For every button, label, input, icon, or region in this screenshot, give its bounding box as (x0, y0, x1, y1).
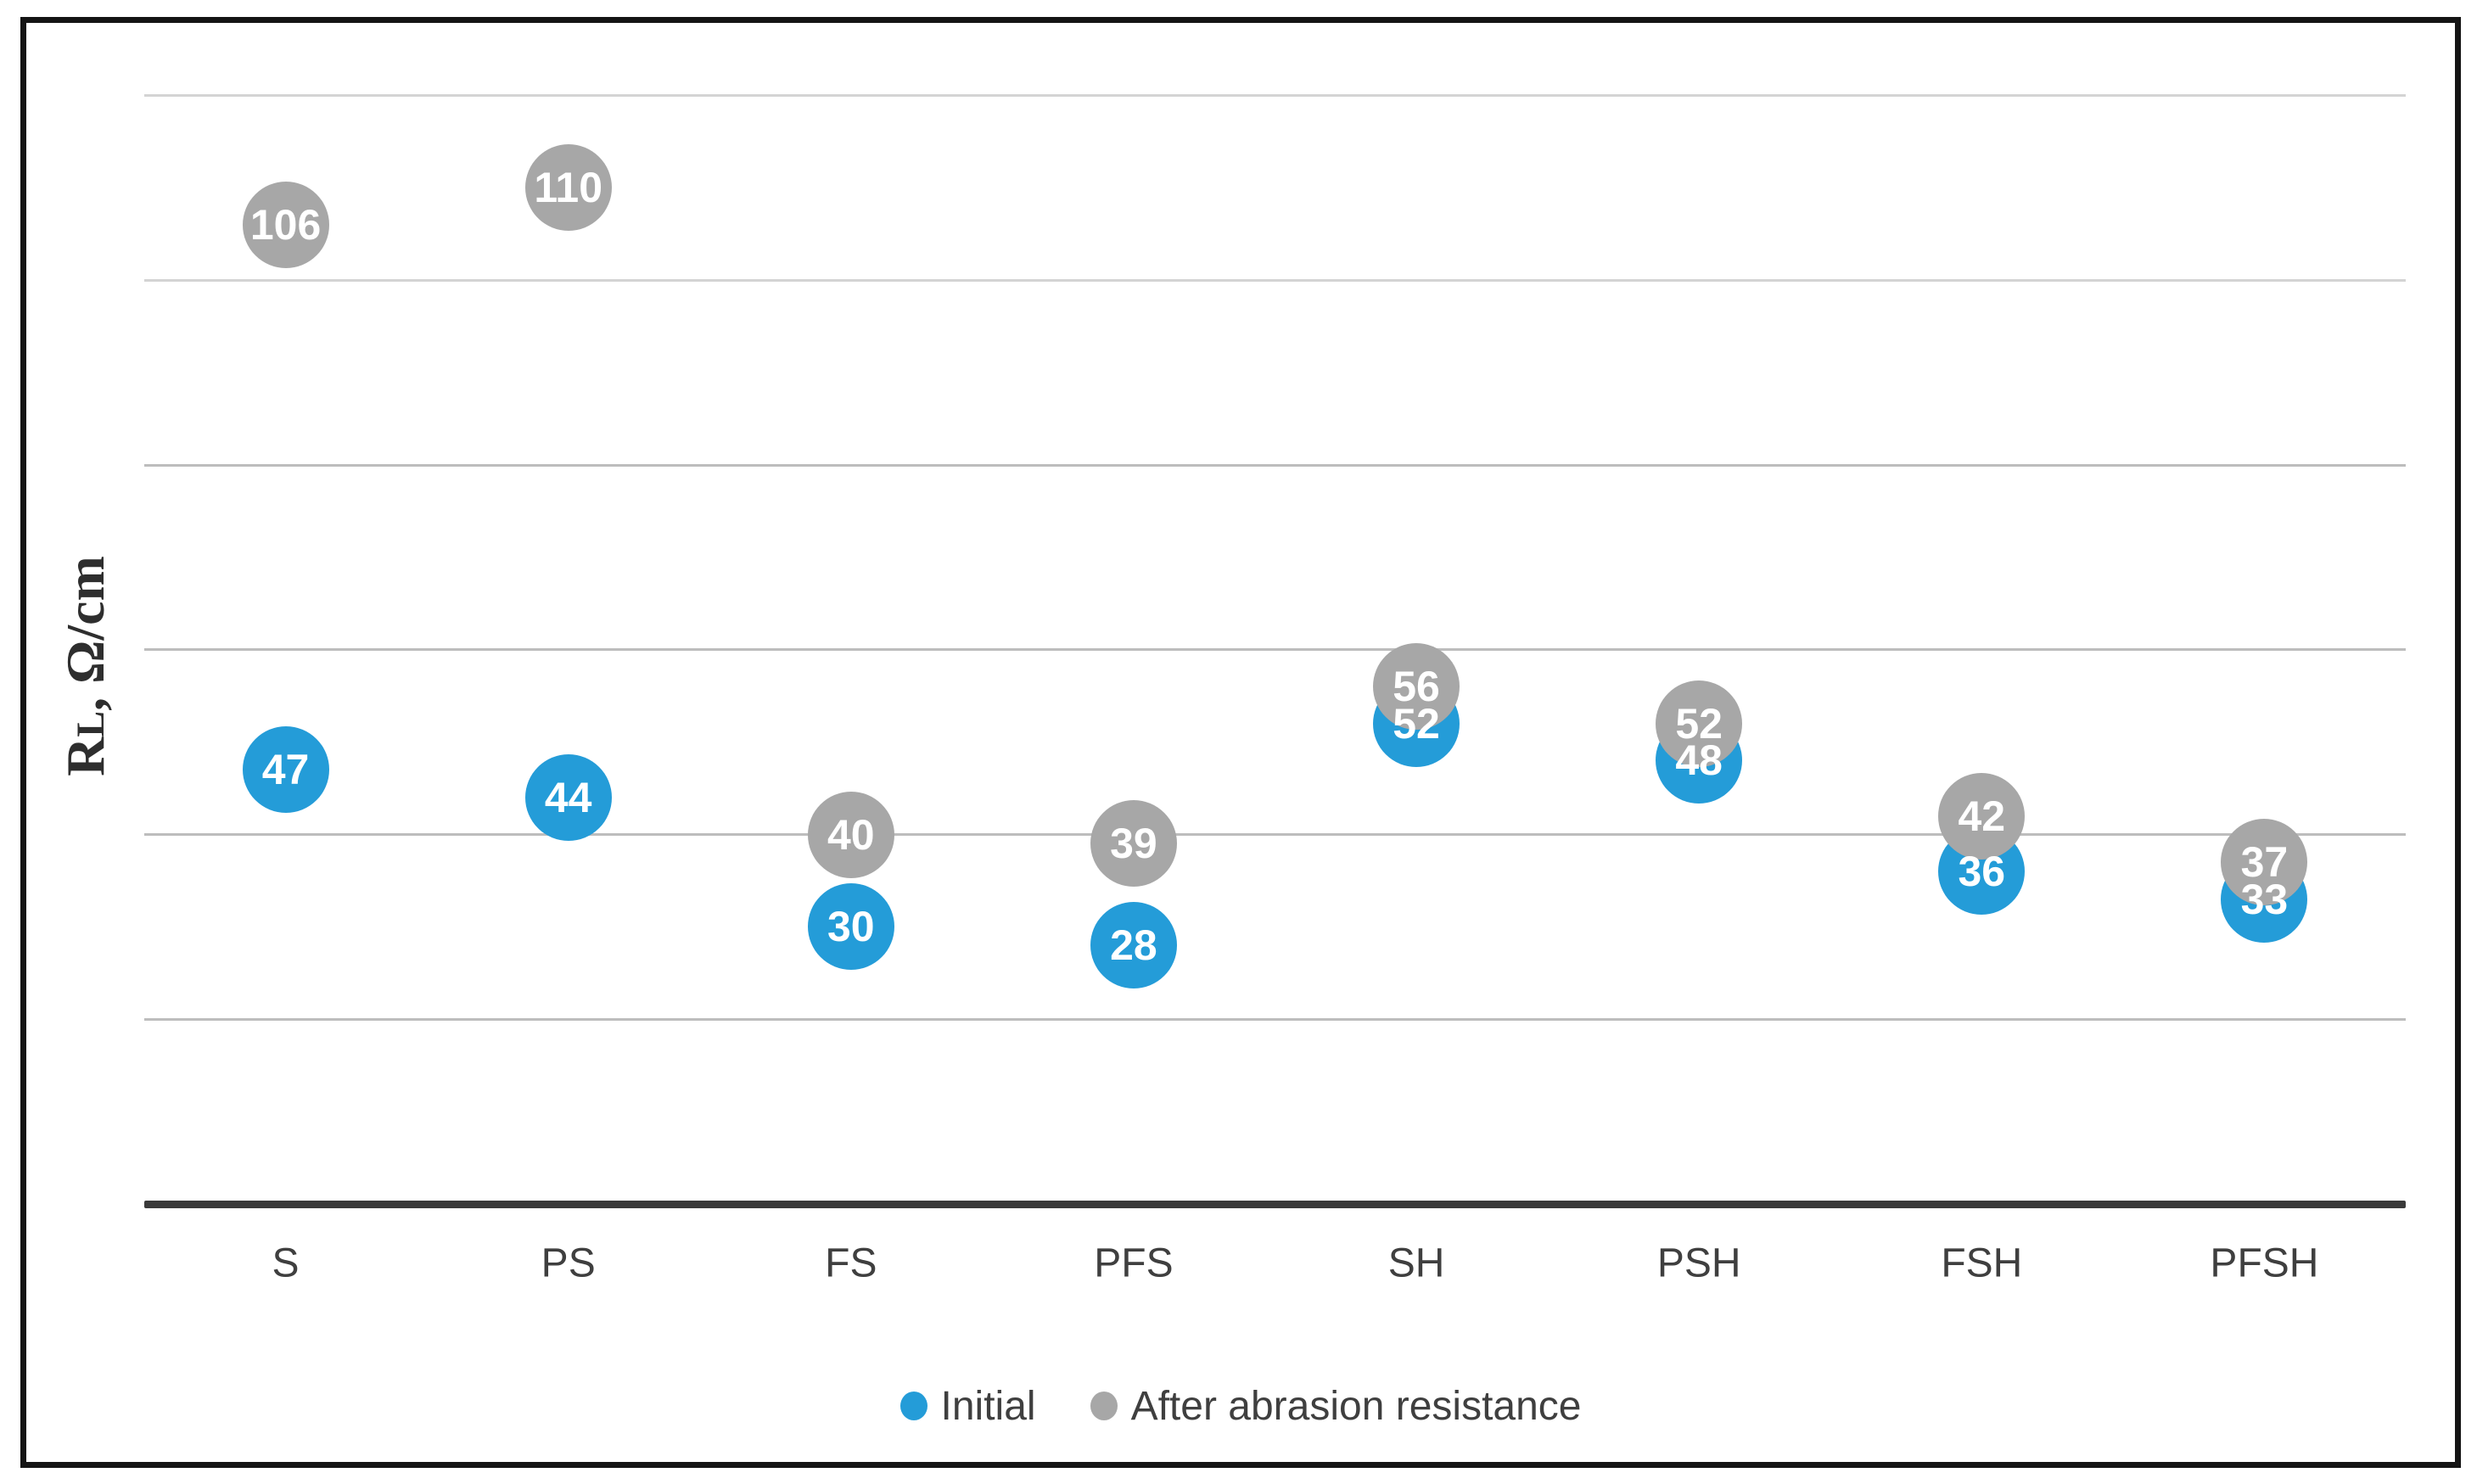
bubble-initial-PS (524, 753, 612, 841)
data-label-initial-S: 47 (261, 746, 310, 794)
legend-marker-icon (899, 1392, 927, 1420)
bubble-after-FSH (1938, 772, 2026, 860)
legend-item-label: After abrasion resistance (1130, 1383, 1582, 1429)
data-label-after-PFSH: 37 (2240, 838, 2289, 887)
bubble-initial-PFS (1090, 902, 1177, 989)
legend: Initial After abrasion resistance (26, 1364, 2455, 1448)
legend-item-after: After abrasion resistance (1090, 1383, 1582, 1430)
gridline-y-40 (144, 833, 2406, 836)
x-axis-label-PS: PS (541, 1240, 596, 1286)
bubble-initial-FS (807, 883, 894, 971)
data-label-after-FSH: 42 (1958, 792, 2006, 840)
bubble-initial-S (242, 726, 329, 814)
data-label-initial-FSH: 36 (1958, 848, 2006, 896)
bubble-after-PSH (1656, 680, 1743, 767)
data-label-initial-PS: 44 (544, 773, 592, 821)
x-axis-label-PSH: PSH (1656, 1240, 1741, 1286)
data-label-initial-FS: 30 (827, 903, 875, 951)
bubble-after-PS (524, 144, 612, 232)
gridline-y-100 (144, 278, 2406, 282)
bubble-after-SH (1373, 643, 1460, 731)
gridline-y-20 (144, 1017, 2406, 1021)
bubble-after-PFSH (2221, 819, 2308, 906)
data-label-after-PS: 110 (534, 164, 603, 212)
data-label-after-FS: 40 (827, 810, 875, 859)
legend-item-label: Initial (940, 1383, 1036, 1429)
data-label-after-S: 106 (249, 200, 322, 249)
bubble-after-S (242, 181, 329, 268)
gridline-y-80 (144, 463, 2406, 467)
x-axis-label-FS: FS (825, 1240, 877, 1286)
chart-frame: RL, Ω/cm 47 44 30 28 52 48 36 33 106 110 40 39 56 52 4… (20, 17, 2461, 1468)
data-label-initial-PSH: 48 (1675, 736, 1723, 785)
data-label-initial-SH: 52 (1393, 699, 1440, 748)
data-label-after-PSH: 52 (1675, 699, 1723, 748)
x-axis-label-PFS: PFS (1094, 1240, 1174, 1286)
data-label-initial-PFSH: 33 (2240, 875, 2289, 923)
gridline-y-60 (144, 648, 2406, 652)
x-axis-label-FSH: FSH (1941, 1240, 2023, 1286)
x-axis-label-SH: SH (1387, 1240, 1445, 1286)
bubble-after-FS (807, 791, 894, 878)
gridline-y-120 (144, 94, 2406, 97)
legend-marker-icon (1090, 1392, 1118, 1420)
plot-area: 47 44 30 28 52 48 36 33 106 110 40 39 56 52 42 37 S PS FS P… (26, 23, 2455, 1462)
x-axis-label-S: S (272, 1240, 300, 1286)
legend-item-initial: Initial (899, 1383, 1036, 1430)
data-label-after-SH: 56 (1393, 663, 1440, 711)
bubble-after-PFS (1090, 800, 1177, 888)
data-label-initial-PFS: 28 (1110, 921, 1157, 970)
x-axis-line (144, 1200, 2406, 1208)
data-label-after-PFS: 39 (1110, 820, 1157, 868)
x-axis-label-PFSH: PFSH (2210, 1240, 2319, 1286)
